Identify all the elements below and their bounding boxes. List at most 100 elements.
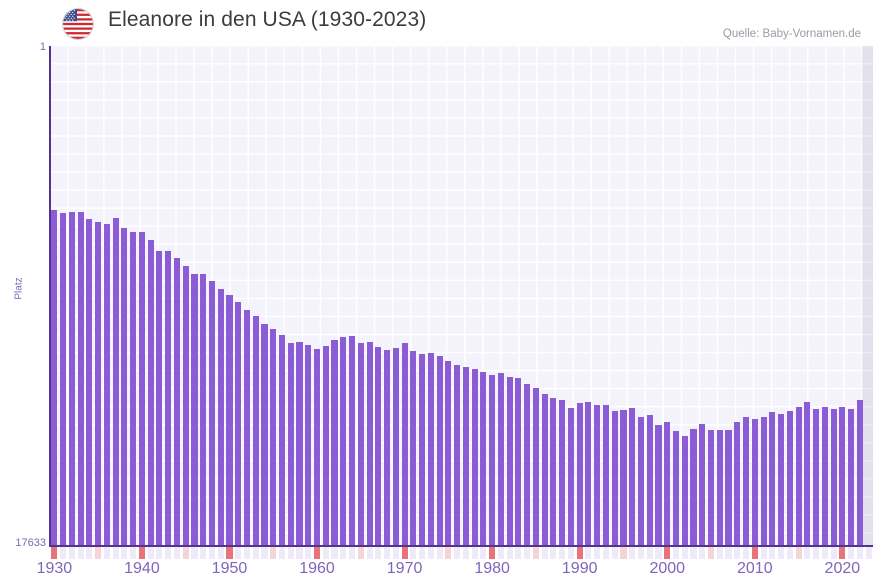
bar[interactable] (524, 383, 531, 545)
bar[interactable] (226, 295, 233, 545)
bar[interactable] (699, 423, 706, 545)
x-axis-tick (585, 547, 592, 559)
bar[interactable] (602, 405, 609, 545)
bar[interactable] (830, 408, 837, 545)
bar[interactable] (331, 339, 338, 545)
bar[interactable] (121, 227, 128, 545)
bar[interactable] (550, 398, 557, 545)
x-axis-tick (778, 547, 785, 559)
x-axis-tick (707, 547, 715, 559)
bar[interactable] (322, 345, 329, 545)
bar[interactable] (532, 387, 539, 545)
bar[interactable] (541, 393, 548, 545)
bar[interactable] (506, 376, 513, 545)
plot-area (50, 46, 873, 545)
bar[interactable] (130, 232, 137, 545)
bar[interactable] (497, 372, 504, 545)
bar[interactable] (296, 341, 303, 545)
bar[interactable] (95, 221, 102, 545)
bar[interactable] (86, 218, 93, 545)
bar[interactable] (471, 369, 478, 545)
bar[interactable] (156, 251, 163, 545)
bar[interactable] (567, 407, 574, 545)
bar[interactable] (804, 402, 811, 545)
bar[interactable] (769, 411, 776, 545)
bar[interactable] (77, 211, 84, 545)
bar[interactable] (165, 251, 172, 545)
bar[interactable] (340, 337, 347, 545)
bar[interactable] (637, 417, 645, 545)
bar[interactable] (60, 213, 67, 545)
bar[interactable] (261, 324, 268, 545)
bar[interactable] (848, 408, 855, 545)
bar[interactable] (103, 223, 110, 545)
bar[interactable] (559, 400, 566, 545)
bar[interactable] (392, 347, 399, 545)
bar[interactable] (173, 257, 180, 545)
bar[interactable] (813, 408, 820, 545)
bar[interactable] (305, 344, 312, 545)
bar[interactable] (681, 435, 688, 545)
bar[interactable] (751, 418, 758, 545)
bar[interactable] (707, 429, 715, 545)
bar[interactable] (200, 274, 207, 545)
bar[interactable] (182, 266, 189, 545)
bar[interactable] (734, 421, 741, 545)
bar[interactable] (821, 407, 828, 545)
bar[interactable] (243, 309, 251, 545)
bar[interactable] (725, 430, 732, 545)
chart-header: Eleanore in den USA (1930-2023) Quelle: … (0, 0, 873, 46)
bar[interactable] (217, 289, 224, 545)
bar[interactable] (278, 335, 286, 545)
bar[interactable] (349, 335, 356, 545)
bar[interactable] (664, 422, 671, 545)
bar[interactable] (287, 342, 294, 545)
bar[interactable] (410, 350, 417, 545)
bar[interactable] (51, 209, 58, 545)
bar[interactable] (436, 356, 443, 545)
bar[interactable] (313, 349, 321, 545)
bar[interactable] (594, 405, 601, 545)
bar[interactable] (576, 403, 583, 545)
bar[interactable] (147, 239, 154, 545)
bar[interactable] (795, 407, 802, 545)
bar[interactable] (716, 430, 723, 545)
bar[interactable] (419, 353, 426, 545)
bar[interactable] (760, 417, 767, 545)
bar[interactable] (480, 371, 487, 545)
bar[interactable] (375, 346, 382, 545)
bar[interactable] (445, 360, 452, 545)
bar[interactable] (112, 218, 119, 545)
bar[interactable] (856, 400, 863, 545)
bar[interactable] (252, 315, 259, 545)
x-axis-tick (769, 547, 776, 559)
bar[interactable] (454, 365, 461, 545)
bar[interactable] (384, 349, 391, 545)
bar[interactable] (786, 410, 793, 545)
bar[interactable] (270, 329, 277, 545)
bar[interactable] (208, 281, 216, 545)
bar[interactable] (629, 408, 636, 545)
bar[interactable] (742, 417, 750, 545)
bar[interactable] (839, 407, 846, 545)
bar[interactable] (489, 374, 496, 545)
bar[interactable] (235, 302, 242, 545)
bar[interactable] (138, 232, 145, 545)
bar[interactable] (655, 424, 662, 545)
x-axis-tick (629, 547, 636, 559)
bar[interactable] (427, 353, 434, 545)
bar[interactable] (690, 429, 697, 545)
bar[interactable] (401, 342, 408, 545)
bar[interactable] (620, 410, 627, 545)
bar[interactable] (462, 366, 469, 545)
bar[interactable] (778, 413, 785, 545)
bar[interactable] (515, 378, 522, 545)
bar[interactable] (191, 273, 198, 545)
bar[interactable] (366, 341, 373, 545)
bar[interactable] (611, 410, 618, 545)
bar[interactable] (68, 211, 75, 545)
bar[interactable] (357, 343, 364, 545)
bar[interactable] (646, 414, 653, 545)
bar[interactable] (672, 430, 680, 545)
bar[interactable] (585, 401, 592, 545)
